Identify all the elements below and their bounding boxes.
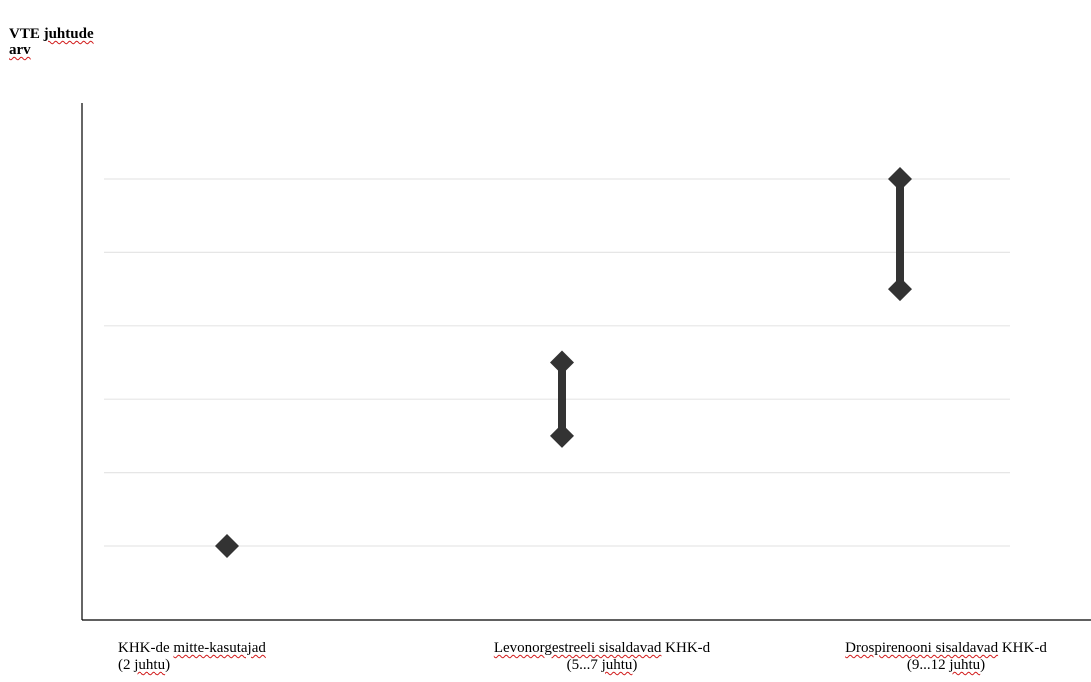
y-axis-title-line-2: arv xyxy=(9,42,94,58)
category-label-levonorgestrel: Levonorgestreeli sisaldavad KHK-d (5...7… xyxy=(494,640,710,674)
category-label-name: Drospirenooni sisaldavad KHK-d xyxy=(845,640,1047,656)
value-marker xyxy=(215,534,239,558)
y-axis-title: VTE juhtude arv xyxy=(9,26,94,58)
category-label-sub: (5...7 juhtu) xyxy=(566,657,638,673)
y-axis-title-word-arv: arv xyxy=(9,42,31,58)
range-high-marker xyxy=(550,350,574,375)
category-label-sub: (2 juhtu) xyxy=(118,657,171,673)
range-high-marker xyxy=(888,167,912,191)
category-label-drospirenone: Drospirenooni sisaldavad KHK-d (9...12 j… xyxy=(845,640,1047,674)
range-low-marker xyxy=(550,423,574,448)
y-axis-title-word-juhtude: juhtude xyxy=(43,26,94,42)
category-label-name: Levonorgestreeli sisaldavad KHK-d xyxy=(493,640,711,656)
range-marks xyxy=(215,167,912,558)
y-axis-title-line-1: VTE juhtude xyxy=(9,26,94,42)
range-low-marker xyxy=(888,277,912,302)
gridlines xyxy=(104,178,1010,547)
y-axis-title-word-vte: VTE xyxy=(9,26,44,42)
category-label-non-users: KHK-de mitte-kasutajad (2 juhtu) xyxy=(118,640,266,674)
category-label-name: KHK-de mitte-kasutajad xyxy=(118,640,266,656)
category-label-sub: (9...12 juhtu) xyxy=(906,657,986,673)
